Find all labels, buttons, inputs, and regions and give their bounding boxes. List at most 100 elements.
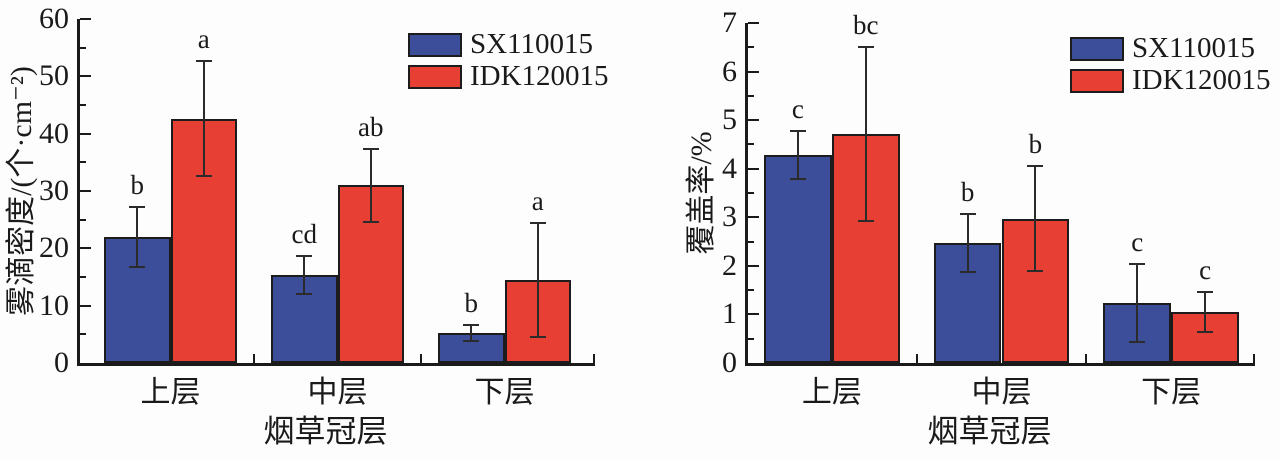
error-bar	[369, 148, 372, 222]
error-bar-cap-bottom	[529, 336, 546, 339]
significance-letter: ab	[358, 111, 384, 142]
error-bar	[303, 255, 306, 294]
x-boundary-tick	[253, 354, 255, 363]
error-bar-cap-bottom	[296, 292, 313, 295]
error-bar	[470, 324, 473, 341]
y-tick-label: 7	[722, 6, 737, 39]
y-major-tick	[80, 132, 91, 135]
error-bar-cap-bottom	[789, 178, 806, 181]
y-tick-label: 40	[39, 116, 69, 150]
y-major-tick	[748, 167, 759, 170]
significance-letter: b	[960, 176, 975, 207]
plot-area-droplet-density	[77, 19, 595, 366]
error-bar	[136, 207, 139, 267]
y-minor-tick	[748, 240, 754, 243]
y-major-tick	[748, 216, 759, 219]
bar-sx110015-上层	[764, 155, 832, 363]
error-bar	[536, 222, 539, 338]
x-axis-end-tick	[1253, 354, 1255, 363]
y-minor-tick	[80, 104, 86, 106]
error-bar-cap-top	[857, 45, 874, 48]
y-tick-label: 30	[39, 174, 69, 207]
x-axis-end-tick	[593, 354, 595, 363]
y-minor-tick	[748, 46, 754, 49]
y-tick-label: 10	[39, 288, 69, 322]
legend: SX110015 IDK120015	[1070, 34, 1271, 95]
y-minor-tick	[80, 276, 86, 278]
significance-letter: b	[1028, 129, 1043, 160]
error-bar	[796, 130, 799, 180]
error-bar-cap-bottom	[195, 175, 212, 178]
legend-item-idk120015: IDK120015	[408, 62, 609, 91]
error-bar	[1034, 166, 1037, 272]
legend-label-idk120015: IDK120015	[1132, 64, 1271, 96]
error-bar	[966, 213, 969, 273]
error-bar-cap-top	[1027, 165, 1044, 168]
y-major-tick	[80, 190, 91, 192]
error-bar	[1136, 264, 1139, 343]
y-major-tick	[748, 264, 759, 267]
y-minor-tick	[748, 337, 754, 340]
error-bar-cap-bottom	[1027, 270, 1044, 273]
error-bar-cap-bottom	[362, 220, 379, 223]
y-minor-tick	[748, 289, 754, 292]
x-boundary-tick	[420, 354, 422, 363]
y-tick-label: 1	[722, 297, 737, 331]
significance-letter: c	[791, 93, 804, 124]
error-bar-cap-top	[362, 147, 379, 150]
error-bar-cap-bottom	[1129, 341, 1146, 344]
legend-label-sx110015: SX110015	[1132, 32, 1255, 64]
error-bar-cap-top	[463, 323, 480, 326]
legend-label-idk120015: IDK120015	[470, 60, 609, 92]
error-bar-cap-bottom	[129, 265, 146, 268]
y-minor-tick	[748, 94, 754, 97]
y-minor-tick	[748, 143, 754, 146]
error-bar-cap-top	[1129, 263, 1146, 266]
y-major-tick	[80, 18, 91, 20]
y-minor-tick	[748, 192, 754, 194]
x-boundary-tick	[915, 354, 918, 363]
y-major-tick	[748, 70, 759, 73]
legend-item-sx110015: SX110015	[408, 30, 609, 59]
legend-swatch-idk120015	[408, 64, 462, 89]
category-label-中层: 中层	[307, 376, 368, 409]
y-major-tick	[80, 304, 91, 307]
error-bar-cap-bottom	[1197, 330, 1214, 333]
legend-item-idk120015: IDK120015	[1070, 66, 1271, 95]
error-bar-cap-bottom	[857, 219, 874, 222]
y-major-tick	[748, 119, 759, 122]
category-label-下层: 下层	[474, 376, 535, 409]
x-axis-title-tobacco-canopy: 烟草冠层	[263, 414, 388, 449]
error-bar-cap-top	[1197, 291, 1214, 294]
error-bar-cap-top	[789, 129, 806, 132]
significance-letter: c	[1131, 227, 1144, 258]
error-bar	[202, 61, 205, 177]
y-tick-label: 3	[722, 200, 737, 234]
significance-letter: a	[197, 24, 210, 55]
significance-letter: a	[531, 185, 544, 216]
x-axis-title-tobacco-canopy: 烟草冠层	[927, 414, 1052, 449]
y-tick-label: 2	[722, 248, 737, 282]
y-tick-label: 50	[39, 59, 69, 93]
y-major-tick	[748, 313, 759, 316]
y-major-tick	[80, 247, 91, 250]
error-bar-cap-top	[959, 212, 976, 215]
error-bar-cap-bottom	[463, 339, 480, 342]
error-bar-cap-top	[529, 221, 546, 224]
error-bar	[1204, 292, 1207, 332]
legend-swatch-sx110015	[1070, 36, 1124, 61]
error-bar	[864, 46, 867, 221]
error-bar-cap-top	[129, 206, 146, 209]
y-minor-tick	[80, 46, 86, 49]
legend-swatch-idk120015	[1070, 68, 1124, 93]
x-boundary-tick	[1085, 354, 1088, 363]
legend-item-sx110015: SX110015	[1070, 34, 1271, 63]
error-bar-cap-top	[195, 60, 212, 63]
category-label-下层: 下层	[1141, 376, 1202, 409]
legend-label-sx110015: SX110015	[470, 28, 593, 60]
y-tick-label: 6	[722, 54, 737, 88]
y-major-tick	[80, 75, 91, 78]
